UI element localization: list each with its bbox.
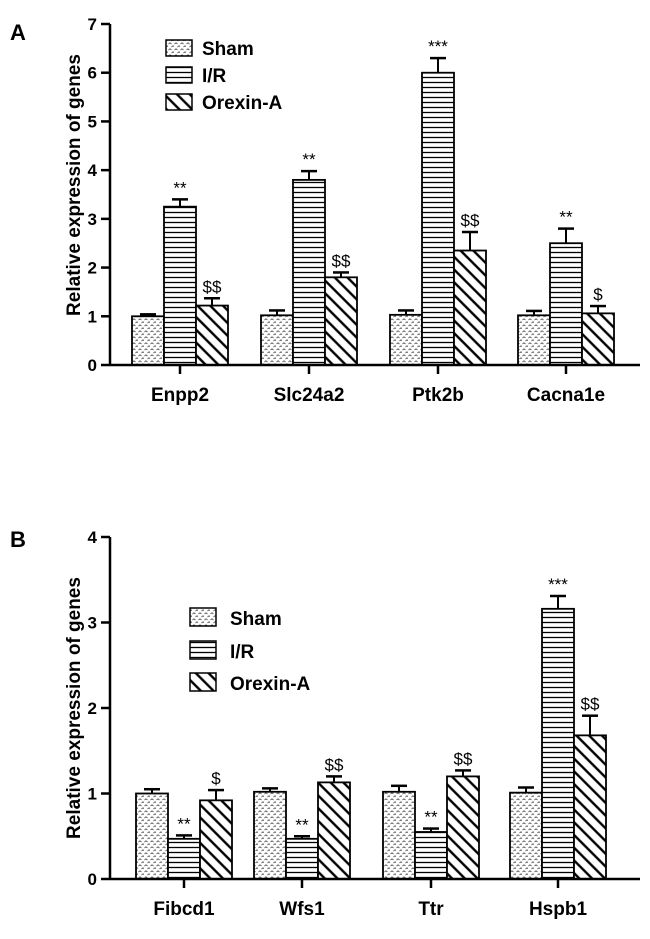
panel-b-category-label: Hspb1	[529, 899, 588, 920]
panel-a-y-axis-label: Relative expression of genes	[64, 54, 85, 316]
panel-a-bar-sham	[389, 313, 423, 366]
panel-a-bar-i-r	[421, 71, 455, 366]
panel-b-bar-sham	[253, 790, 287, 880]
panel-b-category-label: Ttr	[418, 899, 444, 920]
panel-b-bar-sham	[509, 791, 543, 880]
panel-a-y-tick-label: 7	[88, 15, 97, 34]
panel-b-plot-area: ** $ ** $$ ** $$ *** $$ 0 1 2 3 4 Fibcd1 Wfs1 Ttr Hspb1	[88, 528, 640, 920]
panel-a-category-label: Cacna1e	[527, 385, 605, 406]
panel-b-category-label: Wfs1	[279, 899, 325, 920]
panel-b-letter: B	[10, 527, 26, 552]
panel-a-y-tick-label: 4	[88, 161, 98, 180]
panel-a-significance-label: **	[173, 178, 187, 197]
panel-a-bar-orexin-a	[195, 304, 229, 366]
legend-label-orexin-a: Orexin-A	[202, 93, 283, 114]
panel-a-significance-label: **	[302, 150, 316, 169]
panel-b-bar-orexin-a	[573, 734, 607, 880]
panel-b-bar-orexin-a	[199, 799, 233, 880]
panel-b-y-tick-label: 2	[88, 699, 97, 718]
legend-swatch-orexin-a	[189, 672, 217, 692]
panel-b-bar-sham	[382, 790, 416, 880]
panel-b-bar-i-r	[541, 607, 575, 880]
panel-a-significance-label: ***	[428, 37, 448, 56]
panel-b-legend: Sham I/R Orexin-A	[189, 607, 311, 695]
legend-swatch-sham	[189, 607, 217, 627]
panel-a-bar-i-r	[549, 242, 583, 366]
panel-a-bar-sham	[260, 314, 294, 366]
panel-a-significance-label: $$	[461, 211, 480, 230]
legend-label-sham: Sham	[202, 39, 254, 60]
legend-label-orexin-a: Orexin-A	[230, 674, 311, 695]
legend-swatch-orexin-a	[165, 93, 193, 111]
legend-label-ir: I/R	[202, 66, 227, 87]
panel-b-y-axis-label: Relative expression of genes	[64, 577, 85, 839]
panel-b-significance-label: **	[424, 808, 438, 827]
panel-a-y-tick-label: 1	[88, 307, 97, 326]
panel-b-significance-label: $$	[581, 695, 600, 714]
panel-a-bar-i-r	[163, 205, 197, 366]
panel-b-significance-label: **	[295, 815, 309, 834]
panel-a-bar-sham	[131, 315, 165, 366]
panel-a-bar-orexin-a	[453, 249, 487, 366]
panel-a-y-tick-label: 3	[88, 210, 97, 229]
panel-a-bar-orexin-a	[324, 276, 358, 366]
legend-swatch-sham	[165, 39, 193, 57]
panel-a-y-tick-label: 2	[88, 259, 97, 278]
panel-b-y-tick-label: 0	[88, 870, 97, 889]
panel-a-significance-label: $$	[332, 251, 351, 270]
panel-b-bar-sham	[135, 792, 169, 880]
panel-b-y-tick-label: 4	[88, 528, 98, 547]
panel-a-y-tick-label: 5	[88, 112, 97, 131]
panel-b-significance-label: ***	[548, 575, 568, 594]
panel-b-bar-orexin-a	[446, 775, 480, 880]
panel-b-bar-i-r	[167, 837, 201, 880]
panel-a-significance-label: $$	[203, 277, 222, 296]
panel-a-category-label: Enpp2	[151, 385, 209, 406]
panel-b-significance-label: $$	[454, 749, 473, 768]
panel-a-plot-area: ** $$ ** $$ *** $$ ** $0 1 2 3 4 5 6 7 Enpp2 Slc24a2 Ptk2…	[88, 15, 640, 406]
panel-b-bar-orexin-a	[317, 781, 351, 880]
panel-a-bar-i-r	[292, 178, 326, 366]
panel-b-y-tick-label: 3	[88, 614, 97, 633]
panel-a-letter: A	[10, 20, 26, 45]
legend-label-sham: Sham	[230, 609, 282, 630]
panel-a-bar-sham	[517, 314, 551, 366]
panel-a-legend: Sham I/R Orexin-A	[165, 39, 283, 114]
panel-b-bar-i-r	[285, 837, 319, 880]
panel-a-bar-orexin-a	[581, 312, 615, 366]
panel-a: ** $$ ** $$ *** $$ ** $0 1 2 3 4 5 6 7 Enpp2 Slc24a2 Ptk2…	[10, 15, 640, 406]
legend-swatch-ir	[189, 640, 217, 660]
panel-b-bar-i-r	[414, 831, 448, 880]
panel-b-significance-label: $$	[325, 755, 344, 774]
legend-swatch-ir	[165, 66, 193, 84]
legend-label-ir: I/R	[230, 642, 255, 663]
panel-a-significance-label: $	[593, 285, 603, 304]
panel-a-category-label: Ptk2b	[412, 385, 464, 406]
panel-a-y-tick-label: 6	[88, 64, 97, 83]
panel-b-significance-label: **	[177, 814, 191, 833]
panel-b-significance-label: $	[211, 769, 221, 788]
panel-b-category-label: Fibcd1	[153, 899, 215, 920]
panel-b-y-tick-label: 1	[88, 785, 97, 804]
panel-a-significance-label: **	[559, 208, 573, 227]
panel-a-category-label: Slc24a2	[274, 385, 345, 406]
panel-a-y-tick-label: 0	[88, 356, 97, 375]
